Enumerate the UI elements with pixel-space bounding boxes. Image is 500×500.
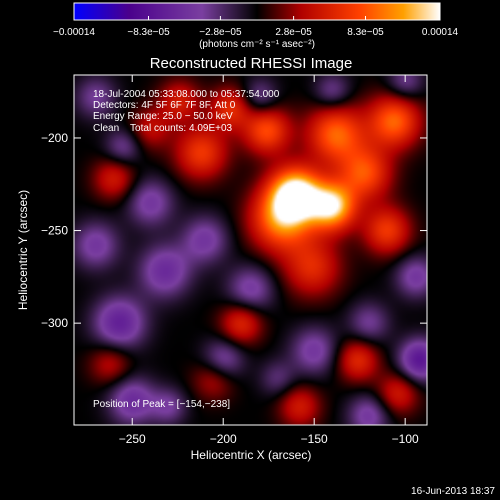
heatmap-area <box>74 75 427 425</box>
colorbar-tick-label: 2.8e−05 <box>275 27 312 38</box>
colorbar-tick-label: −2.8e−05 <box>199 27 242 38</box>
annotation-energy-range: Energy Range: 25.0 − 50.0 keV <box>93 111 233 122</box>
x-tick-label: −150 <box>301 432 328 446</box>
y-tick-label: −300 <box>41 316 68 330</box>
colorbar-tick-label: −8.3e−05 <box>127 27 170 38</box>
colorbar-tick-label: 0.00014 <box>422 27 459 38</box>
x-tick-label: −200 <box>210 432 237 446</box>
y-axis-label: Heliocentric Y (arcsec) <box>16 190 30 310</box>
peak-position-label: Position of Peak = [−154,−238] <box>93 399 230 410</box>
colorbar-ticks: −0.00014 −8.3e−05 −2.8e−05 2.8e−05 8.3e−05 0.… <box>53 16 459 38</box>
y-tick-label: −200 <box>41 131 68 145</box>
colorbar-tick-label: −0.00014 <box>53 27 95 38</box>
annotation-clean-counts: Clean Total counts: 4.09E+03 <box>93 123 233 134</box>
annotation-time-range: 18-Jul-2004 05:33:08.000 to 05:37:54.000 <box>93 89 280 100</box>
plot-frame <box>73 74 428 426</box>
heatmap-image <box>74 75 427 425</box>
x-tick-label: −100 <box>392 432 419 446</box>
x-axis-label: Heliocentric X (arcsec) <box>191 448 312 462</box>
colorbar-tick-label: 8.3e−05 <box>347 27 384 38</box>
x-tick-label: −250 <box>119 432 146 446</box>
colorbar-unit-label: (photons cm⁻² s⁻¹ asec⁻²) <box>199 39 315 50</box>
colorbar-gradient <box>73 2 441 21</box>
x-axis-ticks: −250 −200 −150 −100 <box>119 75 419 446</box>
annotation-detectors: Detectors: 4F 5F 6F 7F 8F, Att 0 <box>93 100 236 111</box>
annotations: 18-Jul-2004 05:33:08.000 to 05:37:54.000… <box>93 89 280 410</box>
y-tick-label: −250 <box>41 224 68 238</box>
chart-title: Reconstructed RHESSI Image <box>150 55 353 72</box>
y-axis-ticks: −200 −250 −300 <box>41 131 427 330</box>
colorbar: −0.00014 −8.3e−05 −2.8e−05 2.8e−05 8.3e−05 0.… <box>53 2 459 50</box>
footer-timestamp: 16-Jun-2013 18:37 <box>411 486 495 497</box>
